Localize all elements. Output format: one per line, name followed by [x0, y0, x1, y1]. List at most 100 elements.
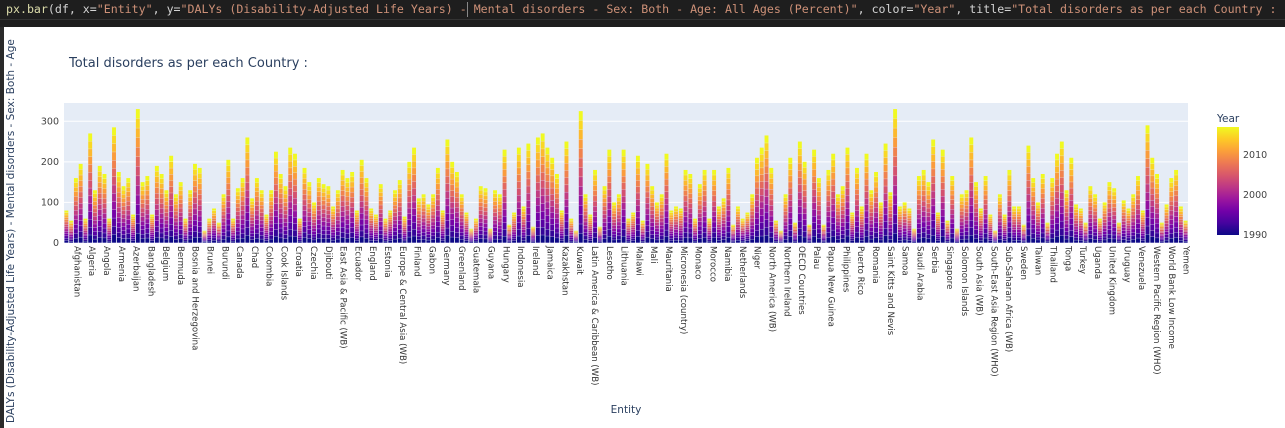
bar-139[interactable]	[726, 167, 731, 243]
bar-20[interactable]	[159, 174, 164, 243]
bar-143[interactable]	[745, 212, 750, 243]
bar-132[interactable]	[693, 218, 698, 243]
bar-59[interactable]	[345, 178, 350, 243]
bar-221[interactable]	[1116, 222, 1121, 243]
bar-82[interactable]	[454, 171, 459, 243]
bar-131[interactable]	[688, 174, 693, 243]
bar-208[interactable]	[1055, 153, 1059, 243]
bar-217[interactable]	[1097, 218, 1102, 243]
bar-212[interactable]	[1074, 204, 1079, 243]
bar-164[interactable]	[845, 147, 850, 243]
bar-54[interactable]	[321, 184, 326, 243]
bar-53[interactable]	[316, 178, 321, 243]
bar-196[interactable]	[997, 194, 1002, 243]
bar-30[interactable]	[207, 218, 212, 243]
bar-144[interactable]	[750, 194, 755, 243]
bar-33[interactable]	[221, 194, 226, 243]
bar-134[interactable]	[702, 169, 707, 243]
bar-199[interactable]	[1012, 206, 1017, 243]
bar-184[interactable]	[940, 149, 945, 243]
bar-0[interactable]	[64, 210, 69, 243]
bar-185[interactable]	[945, 220, 950, 243]
bar-63[interactable]	[364, 178, 369, 243]
bar-192[interactable]	[978, 208, 983, 243]
bar-89[interactable]	[488, 228, 493, 243]
bar-141[interactable]	[735, 206, 740, 243]
bar-127[interactable]	[669, 210, 674, 243]
bar-138[interactable]	[721, 198, 726, 243]
bar-18[interactable]	[150, 214, 155, 243]
bar-99[interactable]	[535, 137, 540, 243]
bar-45[interactable]	[278, 174, 283, 243]
bar-223[interactable]	[1126, 208, 1131, 243]
bar-80[interactable]	[445, 139, 450, 243]
bar-174[interactable]	[893, 109, 898, 243]
bar-120[interactable]	[635, 155, 640, 243]
bar-200[interactable]	[1016, 206, 1021, 243]
bar-43[interactable]	[269, 190, 274, 243]
bar-85[interactable]	[469, 228, 474, 243]
bar-129[interactable]	[678, 208, 683, 243]
bar-191[interactable]	[974, 182, 979, 243]
bar-213[interactable]	[1078, 208, 1083, 243]
bar-84[interactable]	[464, 212, 469, 243]
bar-158[interactable]	[816, 178, 821, 243]
bar-73[interactable]	[412, 147, 417, 243]
bar-58[interactable]	[340, 169, 345, 243]
bar-87[interactable]	[478, 186, 483, 243]
bar-195[interactable]	[993, 230, 998, 243]
bar-135[interactable]	[707, 218, 712, 243]
bar-177[interactable]	[907, 208, 912, 243]
bar-46[interactable]	[283, 186, 288, 243]
bar-153[interactable]	[793, 222, 798, 243]
bar-11[interactable]	[116, 171, 121, 243]
bar-35[interactable]	[231, 218, 236, 243]
bar-chart[interactable]: Total disorders as per each Country : 01…	[0, 27, 1285, 428]
bar-187[interactable]	[955, 228, 959, 243]
bar-55[interactable]	[326, 186, 331, 243]
bar-229[interactable]	[1155, 174, 1159, 243]
bar-93[interactable]	[507, 224, 512, 243]
bar-205[interactable]	[1040, 174, 1045, 243]
bar-133[interactable]	[697, 184, 702, 243]
bar-189[interactable]	[964, 190, 969, 243]
bar-60[interactable]	[350, 171, 355, 243]
bar-190[interactable]	[969, 137, 974, 243]
bar-21[interactable]	[164, 190, 169, 243]
bar-172[interactable]	[883, 143, 888, 243]
bar-235[interactable]	[1183, 220, 1188, 243]
bar-42[interactable]	[264, 214, 269, 243]
bar-209[interactable]	[1059, 141, 1064, 243]
bar-224[interactable]	[1131, 194, 1136, 243]
bar-56[interactable]	[331, 206, 336, 243]
bar-41[interactable]	[259, 190, 264, 243]
bar-233[interactable]	[1174, 169, 1179, 243]
bar-19[interactable]	[154, 165, 159, 243]
bar-123[interactable]	[650, 186, 655, 243]
bar-106[interactable]	[569, 218, 574, 243]
bar-31[interactable]	[212, 208, 216, 243]
bar-166[interactable]	[855, 167, 859, 243]
bar-74[interactable]	[416, 198, 421, 243]
bar-152[interactable]	[788, 157, 793, 243]
bar-64[interactable]	[369, 208, 374, 243]
bar-182[interactable]	[931, 139, 936, 243]
bar-90[interactable]	[493, 190, 497, 243]
bar-136[interactable]	[712, 169, 717, 243]
bar-81[interactable]	[450, 161, 455, 243]
bar-163[interactable]	[840, 186, 845, 243]
bar-38[interactable]	[245, 137, 250, 243]
bar-101[interactable]	[545, 147, 550, 243]
bar-103[interactable]	[554, 174, 559, 243]
bar-154[interactable]	[797, 141, 802, 243]
bar-148[interactable]	[769, 167, 774, 243]
bar-150[interactable]	[778, 230, 783, 243]
bar-12[interactable]	[121, 186, 126, 243]
bar-186[interactable]	[950, 176, 955, 243]
bar-51[interactable]	[307, 182, 312, 243]
bar-181[interactable]	[926, 182, 931, 243]
bar-114[interactable]	[607, 149, 612, 243]
bar-180[interactable]	[921, 169, 926, 243]
bar-100[interactable]	[540, 133, 545, 243]
